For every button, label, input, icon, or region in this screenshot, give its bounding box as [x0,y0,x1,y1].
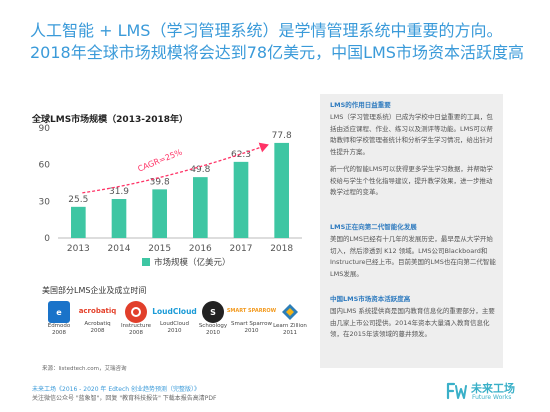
data-label: 25.5 [68,195,88,205]
cagr-trend-arrow [82,142,269,194]
source-note: 来源：listedtech.com，艾瑞咨询 [42,366,127,372]
legend-label: 市场规模（亿美元） [154,257,231,268]
company-logo-item: S Schoology 2010 [186,301,240,337]
brand-name-en: Future Works [472,394,512,401]
company-name: Learn Zillion [273,323,307,329]
schoology-logo-icon: S [202,301,224,323]
side-heading: LMS正在向第二代智能化发展 [330,223,417,231]
company-founded-year: 2008 [52,330,66,336]
x-tick-label: 2018 [270,244,293,254]
side-section-china-capital: 中国LMS市场资本活跃度高 国内LMS 系统提供商是国内教育信息化的重要部分，主… [330,294,498,347]
future-works-logo-icon [446,382,467,400]
y-tick-label: 60 [39,161,51,171]
side-paragraph: LMS（学习管理系统）已成为学校中日益重要的工具，包括由适应课程、作业、练习以及… [330,113,493,156]
side-heading: LMS的作用日益重要 [330,101,391,109]
company-logo-item: SMART SPARROW Smart Sparrow 2010 [225,301,279,335]
company-founded-year: 2011 [283,330,297,336]
bar [274,142,289,238]
brand-logo: 未来工场 Future Works [445,378,545,406]
headline-line-1: 人工智能 + LMS（学习管理系统）是学情管理系统中重要的方向。 [30,21,503,40]
side-panel: LMS的作用日益重要 LMS（学习管理系统）已成为学校中日益重要的工具，包括由适… [320,94,503,368]
company-name: Smart Sparrow [231,321,272,327]
brand-name-cn: 未来工场 [471,382,515,395]
company-logo-item: LoudCloud LoudCloud 2010 [148,301,202,335]
side-paragraph: 美国的LMS已经有十几年的发展历史，最早是从大学开始切入，然后渗透到 K12 领… [330,235,496,278]
bar [152,189,167,238]
data-label: 39.8 [150,177,170,187]
x-tick-label: 2017 [230,244,253,254]
loudcloud-logo-icon: LoudCloud [152,306,197,316]
company-founded-year: 2010 [167,328,182,334]
x-tick-label: 2014 [108,244,131,254]
side-section-second-gen: LMS正在向第二代智能化发展 美国的LMS已经有十几年的发展历史，最早是从大学开… [330,222,498,286]
y-tick-label: 30 [39,197,51,207]
company-logo-item: e Edmodo 2008 [32,301,86,337]
company-founded-year: 2010 [206,330,220,336]
company-name: Acrobatiq [84,321,111,327]
learnzillion-logo-icon [279,301,301,323]
bar [111,199,127,238]
company-name: LoudCloud [159,321,190,327]
acrobatiq-logo-icon: acrobatiq [78,307,117,315]
chart-title: 全球LMS市场规模（2013-2018年） [32,115,189,125]
company-founded-year: 2008 [90,328,105,334]
side-paragraph: 新一代的智能LMS可以获得更多学生学习数据，并帮助学校给与学生个性化指导建议，提… [330,165,493,196]
legend-swatch [142,258,150,266]
company-name: Edmodo [47,323,71,329]
footer-subtitle: 关注微信公众号 "蓝象智"，回复 "教育科技报告" 下载本报告高清PDF [32,395,217,402]
instructure-logo-icon [125,301,147,323]
company-logo-item: Learn Zillion 2011 [263,301,317,337]
footer-title: 未来工场《2016 - 2020 年 Edtech 创业趋势预测（完整版）》 [32,386,200,393]
data-label: 31.9 [109,187,129,197]
y-tick-label: 0 [44,234,50,244]
y-tick-label: 90 [39,124,51,134]
company-founded-year: 2008 [129,330,143,336]
side-paragraph: 国内LMS 系统提供商是国内教育信息化的重要部分，主要由几家上市公司提供。201… [330,307,495,338]
cagr-annotation: CAGR=25% [137,147,184,173]
edmodo-logo-icon: e [48,301,70,323]
data-label: 62.3 [231,150,251,160]
company-logo-item: Instructure 2008 [109,301,163,337]
company-founded-year: 2010 [244,328,259,334]
company-name: Schoology [198,323,228,329]
bar [71,206,86,238]
company-name: Instructure [120,323,152,329]
bar [233,161,249,238]
bar [193,177,208,238]
side-section-lms-role: LMS的作用日益重要 LMS（学习管理系统）已成为学校中日益重要的工具，包括由适… [330,100,498,205]
x-tick-label: 2016 [189,244,212,254]
x-tick-label: 2015 [148,244,171,254]
side-heading: 中国LMS市场资本活跃度高 [330,295,411,303]
headline: 人工智能 + LMS（学习管理系统）是学情管理系统中重要的方向。 2018年全球… [30,20,540,64]
market-size-bar-chart: 0 30 60 90 25.5 2013 31.9 2014 39.8 2015 49.8 2016 6… [39,124,302,268]
data-label: 49.8 [190,165,210,175]
x-tick-label: 2013 [67,244,90,254]
smartsparrow-logo-icon: SMART SPARROW [226,308,277,314]
logos-title: 美国部分LMS企业及成立时间 [42,286,147,295]
company-logo-item: acrobatiq Acrobatiq 2008 [71,301,125,335]
data-label: 77.8 [272,131,292,141]
headline-line-2: 2018年全球市场规模将会达到78亿美元，中国LMS市场资本活跃度高 [30,43,524,62]
